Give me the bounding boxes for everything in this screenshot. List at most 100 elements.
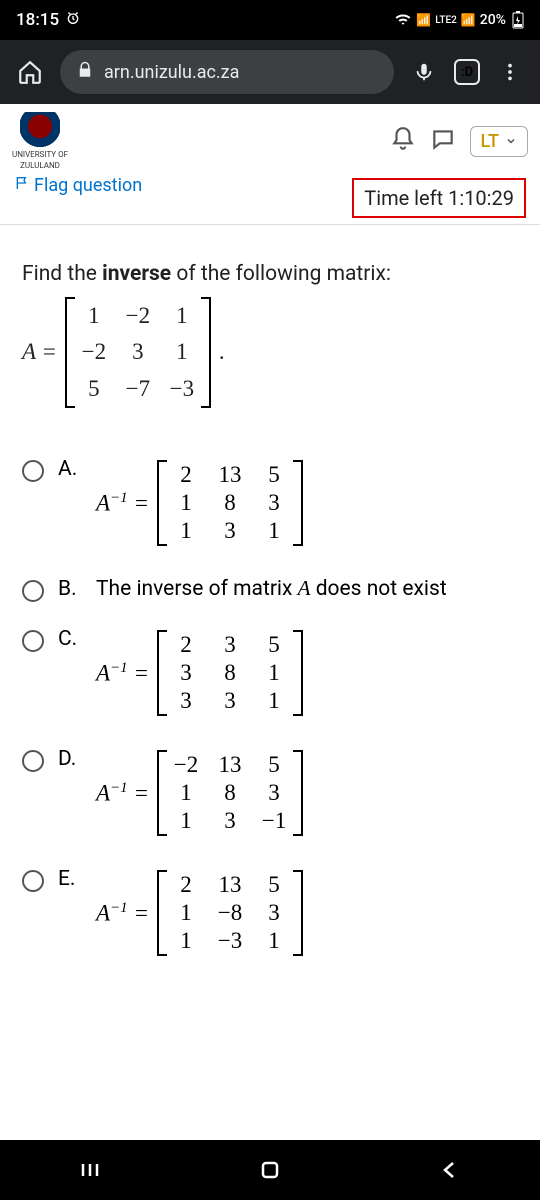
header-actions: LT (390, 126, 529, 157)
wifi-icon (394, 11, 412, 29)
matrix-cell: 3 (217, 632, 243, 658)
radio-d[interactable] (22, 750, 44, 772)
c-exp: −1 (110, 660, 128, 676)
radio-c[interactable] (22, 630, 44, 652)
status-right: 📶 LTE2 📶 20% (394, 11, 524, 29)
matrix-cell: 1 (81, 299, 107, 334)
matrix-cell: 3 (261, 780, 287, 806)
b-post: does not exist (311, 577, 447, 601)
university-brand[interactable]: UNIVERSITY OF ZULULAND (12, 112, 68, 170)
matrix-cell: 1 (173, 808, 199, 834)
matrix-cell: 2 (173, 632, 199, 658)
matrix-cell: 3 (217, 808, 243, 834)
radio-e[interactable] (22, 870, 44, 892)
menu-icon[interactable] (492, 54, 528, 90)
matrix-cell: 8 (217, 490, 243, 516)
matrix-cell: −7 (125, 372, 151, 407)
home-button[interactable] (252, 1152, 288, 1188)
university-name-2: ZULULAND (20, 161, 60, 170)
matrix-cell: 3 (261, 900, 287, 926)
option-d[interactable]: D. A−1 = −213518313−1 (22, 744, 518, 844)
network-label: LTE2 (435, 15, 457, 26)
flag-row: Flag question Time left 1:10:29 (0, 174, 540, 225)
alarm-icon (65, 10, 81, 31)
university-name-1: UNIVERSITY OF (12, 150, 68, 159)
a-exp: −1 (110, 490, 128, 506)
matrix-cell: 1 (173, 900, 199, 926)
matrix-cell: 3 (173, 660, 199, 686)
option-e[interactable]: E. A−1 = 21351−831−31 (22, 864, 518, 964)
home-icon[interactable] (12, 54, 48, 90)
letter-a: A. (58, 457, 82, 481)
option-c[interactable]: C. A−1 = 235381331 (22, 624, 518, 724)
matrix-cell: 13 (217, 462, 243, 488)
bell-icon[interactable] (390, 126, 416, 156)
options: A. A−1 = 2135183131 B. The inverse of ma… (0, 426, 540, 964)
mic-icon[interactable] (406, 54, 442, 90)
matrix-cell: 13 (217, 872, 243, 898)
matrix-cell: 3 (217, 518, 243, 544)
a-lhs: A (96, 490, 110, 515)
option-b-text: The inverse of matrix A does not exist (96, 574, 447, 604)
matrix-cell: −2 (125, 299, 151, 334)
url-text: arn.unizulu.ac.za (104, 62, 239, 83)
matrix-cell: 1 (173, 928, 199, 954)
status-bar: 18:15 📶 LTE2 📶 20% (0, 0, 540, 40)
chat-icon[interactable] (430, 126, 456, 156)
option-b[interactable]: B. The inverse of matrix A does not exis… (22, 574, 518, 604)
matrix-cell: −3 (169, 372, 195, 407)
matrix-cell: 2 (173, 462, 199, 488)
matrix-cell: 3 (217, 688, 243, 714)
clock: 18:15 (16, 10, 59, 30)
tabs-label: :D (461, 65, 473, 80)
lock-icon (76, 61, 94, 84)
battery-icon (512, 11, 524, 29)
matrix-cell: 2 (173, 872, 199, 898)
flag-question-link[interactable]: Flag question (14, 174, 142, 197)
matrix-cell: 3 (261, 490, 287, 516)
matrix-cell: 3 (125, 335, 151, 370)
recents-button[interactable] (72, 1152, 108, 1188)
period: . (219, 335, 225, 370)
letter-c: C. (58, 627, 82, 651)
letter-b: B. (58, 577, 82, 601)
option-a[interactable]: A. A−1 = 2135183131 (22, 454, 518, 554)
system-nav (0, 1140, 540, 1200)
battery-percent: 20% (480, 12, 506, 28)
matrix-cell: 1 (261, 660, 287, 686)
letter-d: D. (58, 747, 82, 771)
matrix-cell: 8 (217, 660, 243, 686)
matrix-cell: 3 (173, 688, 199, 714)
matrix-cell: 13 (217, 752, 243, 778)
matrix-cell: 5 (261, 872, 287, 898)
time-prefix: Time left (364, 186, 448, 210)
matrix-cell: 1 (173, 490, 199, 516)
matrix-cell: 1 (261, 518, 287, 544)
e-exp: −1 (110, 900, 128, 916)
browser-bar: arn.unizulu.ac.za :D (0, 40, 540, 104)
signal-icon: 📶 (416, 13, 431, 27)
d-lhs: A (96, 781, 110, 806)
time-value: 1:10:29 (448, 186, 514, 210)
prompt-pre: Find the (22, 262, 102, 286)
prompt-bold: inverse (102, 262, 171, 286)
lt-button[interactable]: LT (470, 126, 529, 157)
matrix-cell: 5 (261, 632, 287, 658)
matrix-cell: 5 (261, 462, 287, 488)
lt-label: LT (481, 131, 500, 152)
question-area: Find the inverse of the following matrix… (0, 225, 540, 426)
matrix-cell: −2 (173, 752, 199, 778)
page-content: UNIVERSITY OF ZULULAND LT Flag question (0, 104, 540, 1140)
back-button[interactable] (432, 1152, 468, 1188)
matrix-cell: 1 (173, 780, 199, 806)
matrix-cell: −3 (217, 928, 243, 954)
b-it: A (298, 576, 311, 600)
radio-a[interactable] (22, 460, 44, 482)
matrix-cell: 1 (261, 688, 287, 714)
matrix-cell: 1 (169, 299, 195, 334)
radio-b[interactable] (22, 580, 44, 602)
url-bar[interactable]: arn.unizulu.ac.za (60, 50, 394, 94)
university-logo (20, 112, 60, 148)
matrix-cell: 8 (217, 780, 243, 806)
tabs-button[interactable]: :D (454, 59, 480, 85)
